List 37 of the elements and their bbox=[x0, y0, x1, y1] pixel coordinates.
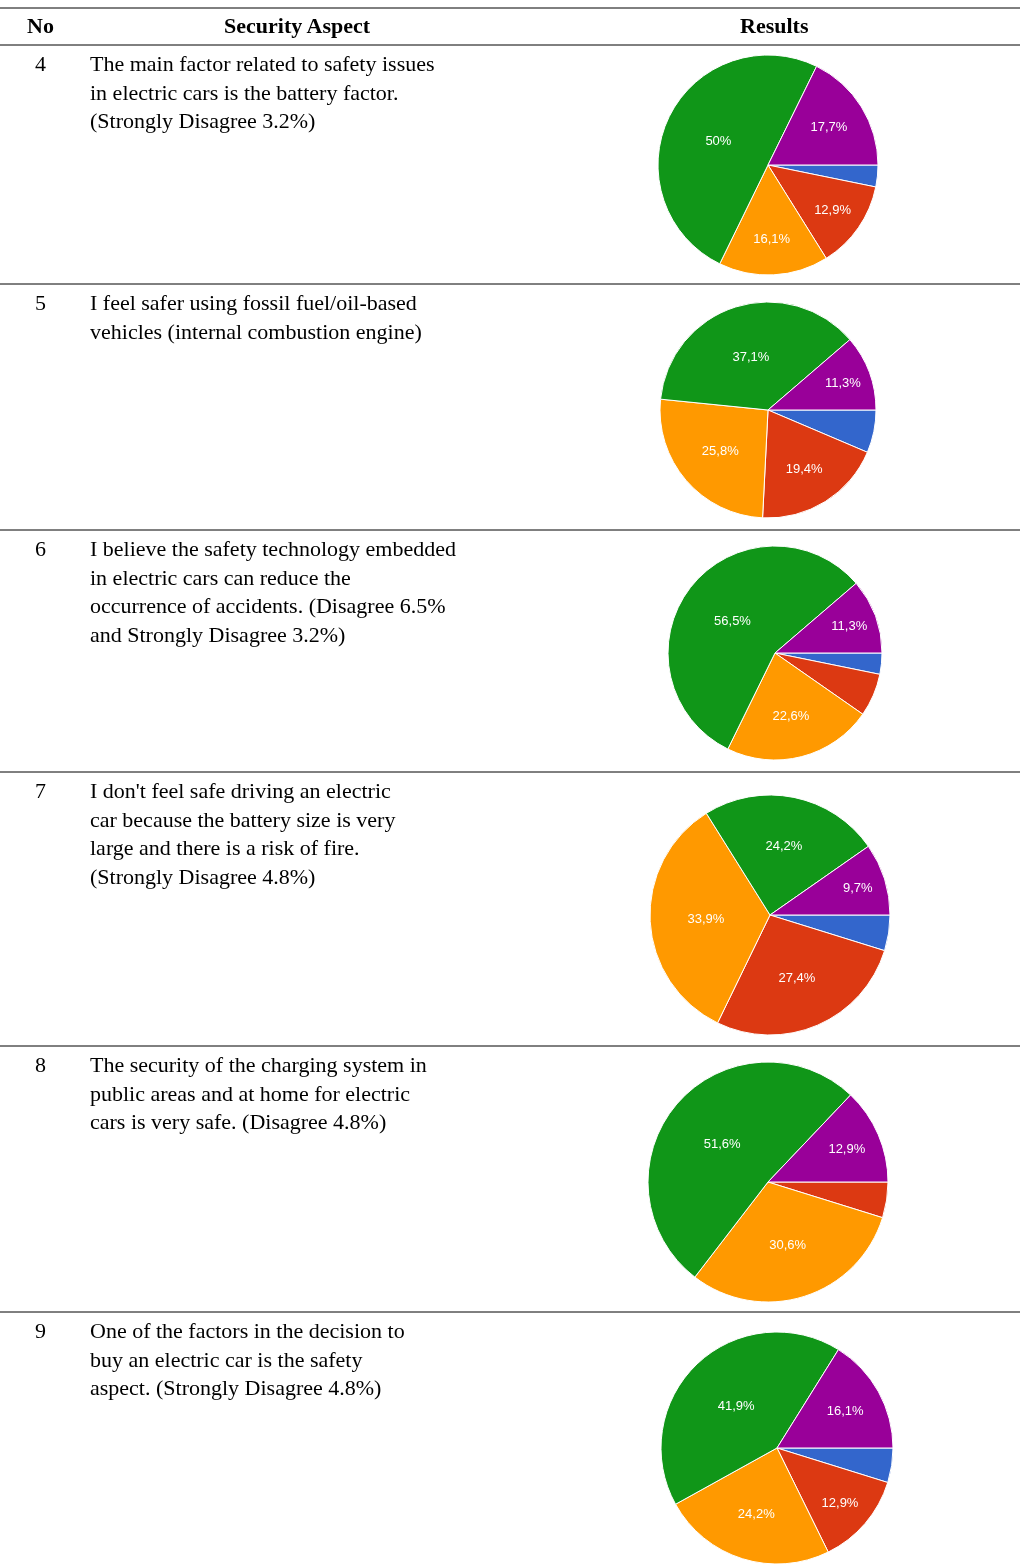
text: I believe the safety technology embedded in electric cars can reduce the occurrence of accidents. (Disagree 6.5% and Strongly Disagree 3.2%) bbox=[90, 536, 456, 647]
data-label: 51,6% bbox=[703, 1135, 742, 1151]
data-label: 50% bbox=[705, 133, 732, 149]
text: 4 bbox=[35, 51, 46, 76]
text: The main factor related to safety issues in electric cars is the battery factor. (Strongly Disagree 3.2%) bbox=[90, 51, 435, 134]
data-label: 19,4% bbox=[785, 460, 824, 476]
data-label: 16,1% bbox=[753, 231, 791, 247]
text: No bbox=[27, 13, 54, 38]
data-label: 30,6% bbox=[769, 1237, 807, 1253]
data-label: 11,3% bbox=[824, 374, 862, 390]
text: 7 bbox=[35, 778, 46, 803]
data-label: 9,7% bbox=[843, 879, 874, 895]
data-label: 25,8% bbox=[701, 443, 740, 459]
data-label: 16,1% bbox=[826, 1402, 864, 1418]
data-label: 27,4% bbox=[778, 970, 816, 986]
text: The security of the charging system in public areas and at home for electric cars is very safe. (Disagree 4.8%) bbox=[90, 1052, 427, 1135]
text: I feel safer using fossil fuel/oil-based vehicles (internal combustion engine) bbox=[90, 290, 422, 344]
text: 6 bbox=[35, 536, 46, 561]
text: 5 bbox=[35, 290, 46, 315]
text: One of the factors in the decision to buy an electric car is the safety aspect. (Strongly Disagree 4.8%) bbox=[90, 1318, 405, 1401]
data-label: 17,7% bbox=[810, 119, 848, 135]
data-label: 12,9% bbox=[821, 1494, 859, 1510]
data-label: 24,2% bbox=[765, 837, 803, 853]
data-label: 22,6% bbox=[772, 708, 810, 724]
data-label: 37,1% bbox=[732, 348, 770, 364]
text: I don't feel safe driving an electric car because the battery size is very large and there is a risk of fire. (Strongly Disagree 4.8%) bbox=[90, 778, 396, 889]
data-label: 33,9% bbox=[687, 910, 725, 926]
data-label: 41,9% bbox=[717, 1397, 756, 1413]
data-label: 56,5% bbox=[714, 612, 752, 628]
text: 8 bbox=[35, 1052, 46, 1077]
data-label: 24,2% bbox=[737, 1506, 776, 1522]
text: 9 bbox=[35, 1318, 46, 1343]
text: Security Aspect bbox=[224, 13, 371, 38]
data-label: 11,3% bbox=[831, 617, 868, 633]
text: Results bbox=[740, 13, 809, 38]
data-label: 12,9% bbox=[814, 202, 852, 218]
data-label: 12,9% bbox=[828, 1140, 866, 1156]
